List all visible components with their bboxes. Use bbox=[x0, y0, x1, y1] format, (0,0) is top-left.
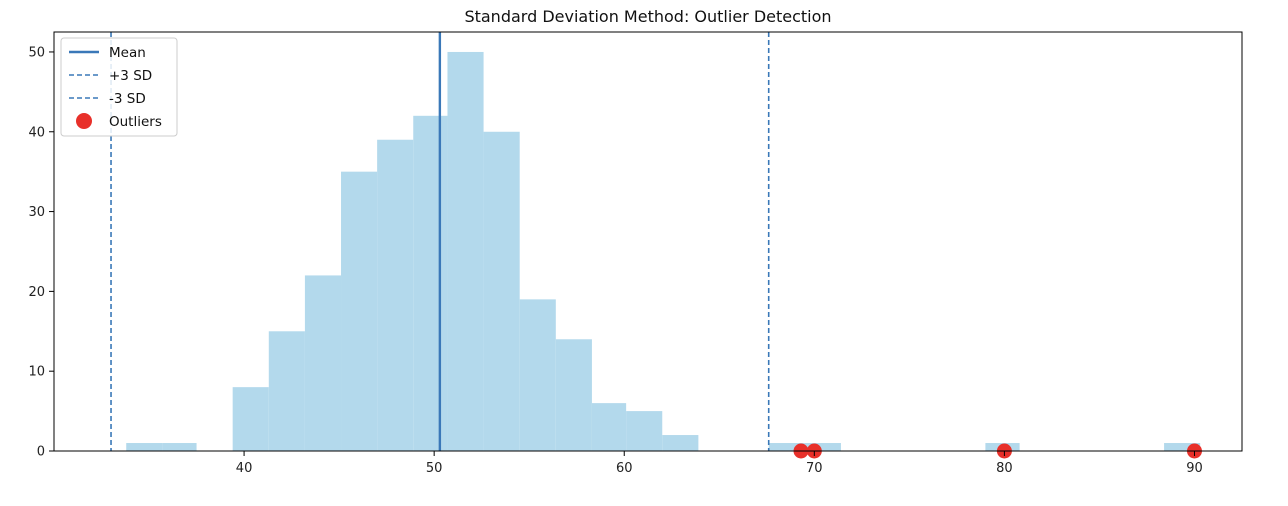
x-tick-label: 50 bbox=[426, 461, 443, 476]
legend-label: -3 SD bbox=[109, 91, 146, 107]
histogram-bar bbox=[268, 331, 305, 451]
histogram-bar bbox=[447, 51, 484, 451]
histogram-bar bbox=[519, 299, 556, 451]
legend-box bbox=[60, 37, 178, 137]
x-tick-label: 60 bbox=[616, 461, 633, 476]
histogram-bar bbox=[377, 139, 414, 451]
legend-swatch-marker bbox=[76, 113, 92, 129]
legend-label: +3 SD bbox=[109, 68, 152, 84]
histogram-bar bbox=[126, 443, 163, 451]
histogram-bar bbox=[413, 115, 448, 452]
y-tick-label: 0 bbox=[37, 445, 45, 460]
x-tick-label: 90 bbox=[1186, 461, 1203, 476]
histogram-bar bbox=[1164, 443, 1201, 451]
y-tick-label: 10 bbox=[28, 365, 45, 380]
y-tick-label: 30 bbox=[28, 205, 45, 220]
x-tick-label: 80 bbox=[996, 461, 1013, 476]
legend-label: Mean bbox=[109, 45, 146, 61]
histogram-bar bbox=[162, 443, 197, 451]
y-tick-label: 40 bbox=[28, 125, 45, 140]
histogram-bar bbox=[555, 339, 592, 451]
histogram-bar bbox=[232, 387, 269, 451]
histogram-bar bbox=[804, 443, 841, 451]
legend: Mean +3 SD -3 SD Outliers bbox=[60, 37, 178, 137]
x-tick-label: 40 bbox=[236, 461, 253, 476]
x-tick-label: 70 bbox=[806, 461, 823, 476]
y-tick-label: 20 bbox=[28, 285, 45, 300]
histogram-bar bbox=[662, 435, 699, 451]
histogram-bar bbox=[591, 403, 627, 451]
histogram-bar bbox=[626, 411, 663, 451]
histogram-bar bbox=[483, 131, 520, 451]
histogram-bar bbox=[341, 171, 378, 451]
chart-title: Standard Deviation Method: Outlier Detec… bbox=[464, 7, 831, 26]
plot-frame bbox=[53, 31, 1243, 452]
legend-label: Outliers bbox=[109, 114, 162, 130]
histogram-bar bbox=[768, 443, 805, 451]
y-tick-label: 50 bbox=[28, 45, 45, 60]
histogram-bar bbox=[304, 275, 342, 451]
